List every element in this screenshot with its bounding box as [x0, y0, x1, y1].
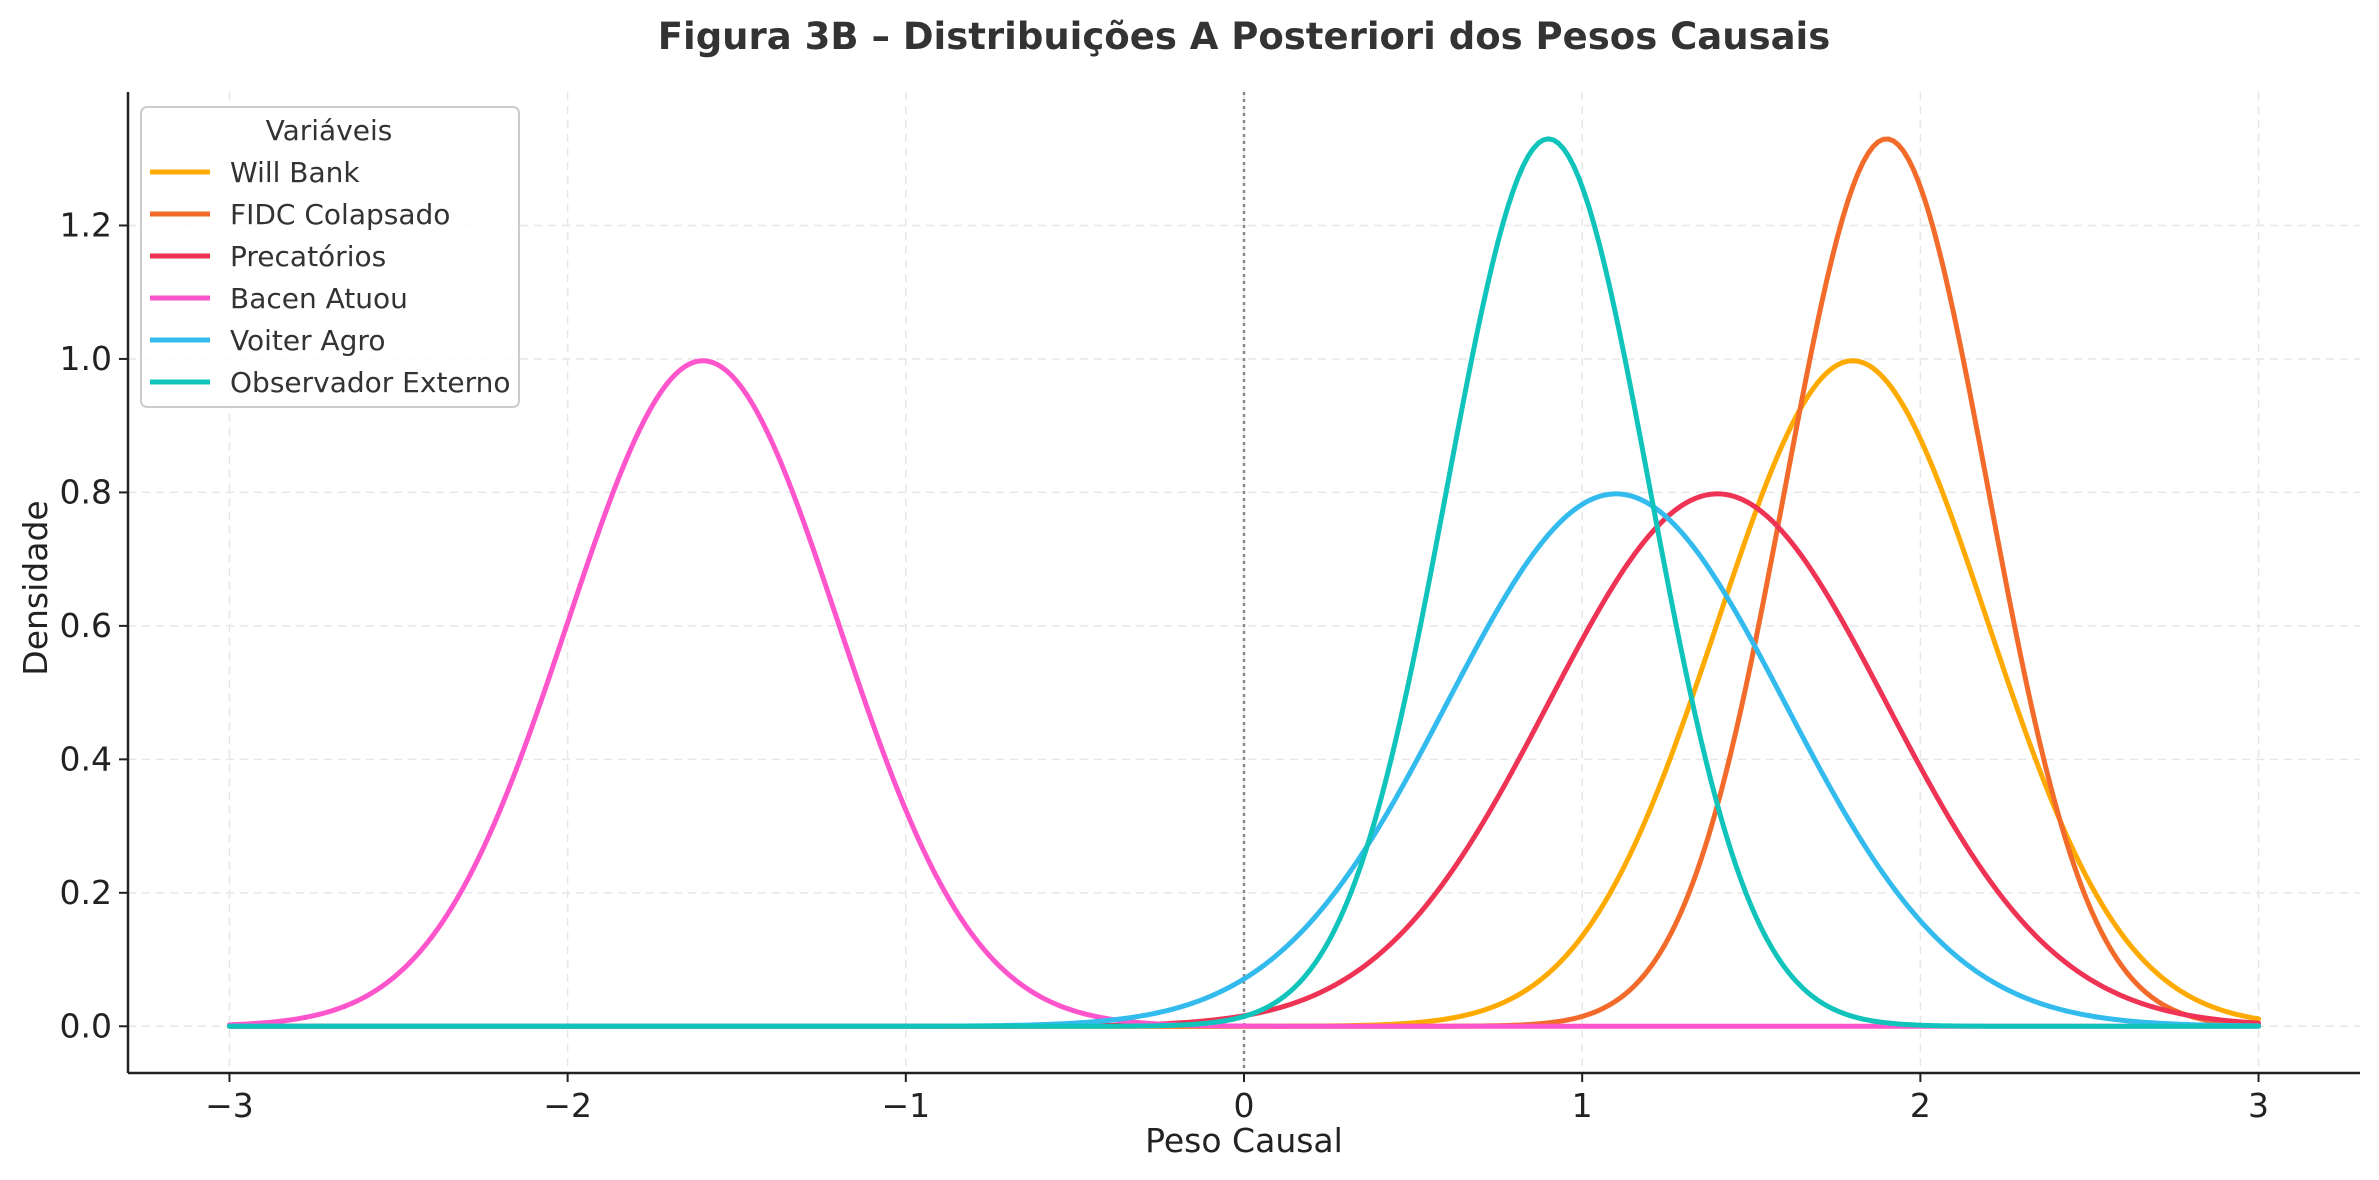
y-tick-label: 1.2	[60, 205, 112, 244]
legend-label: Will Bank	[230, 156, 360, 189]
legend-label: Voiter Agro	[230, 324, 385, 357]
x-tick-label: −3	[205, 1086, 254, 1125]
legend-label: Bacen Atuou	[230, 282, 408, 315]
x-tick-label: 3	[2248, 1086, 2269, 1125]
legend-label: Precatórios	[230, 240, 386, 273]
y-tick-label: 0.2	[60, 873, 112, 912]
y-tick-label: 1.0	[60, 339, 112, 378]
legend: Variáveis Will Bank FIDC Colapsado Precató…	[140, 106, 520, 408]
x-tick-label: −2	[543, 1086, 592, 1125]
y-tick-label: 0.6	[60, 606, 112, 645]
legend-label: FIDC Colapsado	[230, 198, 450, 231]
chart-title: Figura 3B – Distribuições A Posteriori d…	[658, 15, 1831, 58]
y-axis-label: Densidade	[16, 500, 55, 675]
y-tick-label: 0.8	[60, 472, 112, 511]
series-layer	[226, 136, 2262, 1029]
x-tick-label: 1	[1572, 1086, 1593, 1125]
legend-items: Will Bank FIDC Colapsado Precatórios Bacen …	[150, 156, 511, 399]
y-tick-label: 0.4	[60, 739, 112, 778]
legend-box	[140, 106, 520, 408]
legend-title: Variáveis	[266, 114, 393, 147]
x-tick-label: 2	[1910, 1086, 1931, 1125]
series-line	[226, 136, 2262, 1029]
x-tick-label: −1	[881, 1086, 930, 1125]
y-tick-label: 0.0	[60, 1006, 112, 1045]
ticks: −3 −2 −1 0 1 2 3 0.0 0.2 0.4 0.6 0.8 1.0 1.2	[60, 205, 2270, 1125]
x-axis-label: Peso Causal	[1145, 1121, 1343, 1160]
legend-label: Observador Externo	[230, 366, 511, 399]
x-tick-label: 0	[1234, 1086, 1255, 1125]
